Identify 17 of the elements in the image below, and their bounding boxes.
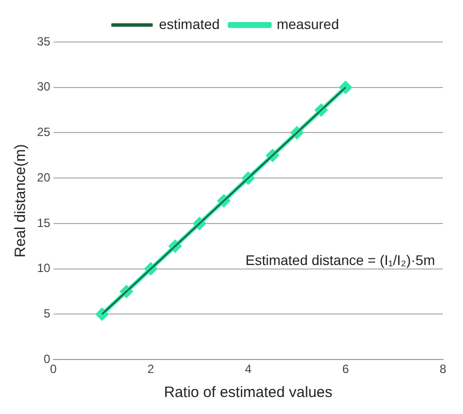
y-tick-label: 15 <box>36 216 51 230</box>
y-tick-label: 20 <box>36 170 51 184</box>
y-tick-label: 0 <box>44 352 51 366</box>
legend-label: measured <box>276 16 339 32</box>
y-axis-title: Real distance(m) <box>12 144 30 258</box>
x-axis-title: Ratio of estimated values <box>164 384 332 402</box>
y-tick-label: 35 <box>36 34 51 48</box>
legend-label: estimated <box>159 16 220 32</box>
x-tick-label: 8 <box>440 362 447 376</box>
y-tick-label: 25 <box>36 125 51 140</box>
x-tick-label: 6 <box>342 362 350 376</box>
annotation: Estimated distance = (I₁/I₂)·5m <box>246 252 435 268</box>
x-tick-label: 2 <box>147 362 154 376</box>
y-tick-label: 10 <box>36 261 51 276</box>
x-tick-label: 4 <box>244 362 252 376</box>
y-tick-label: 5 <box>44 306 51 321</box>
y-tick-label: 30 <box>36 80 51 94</box>
